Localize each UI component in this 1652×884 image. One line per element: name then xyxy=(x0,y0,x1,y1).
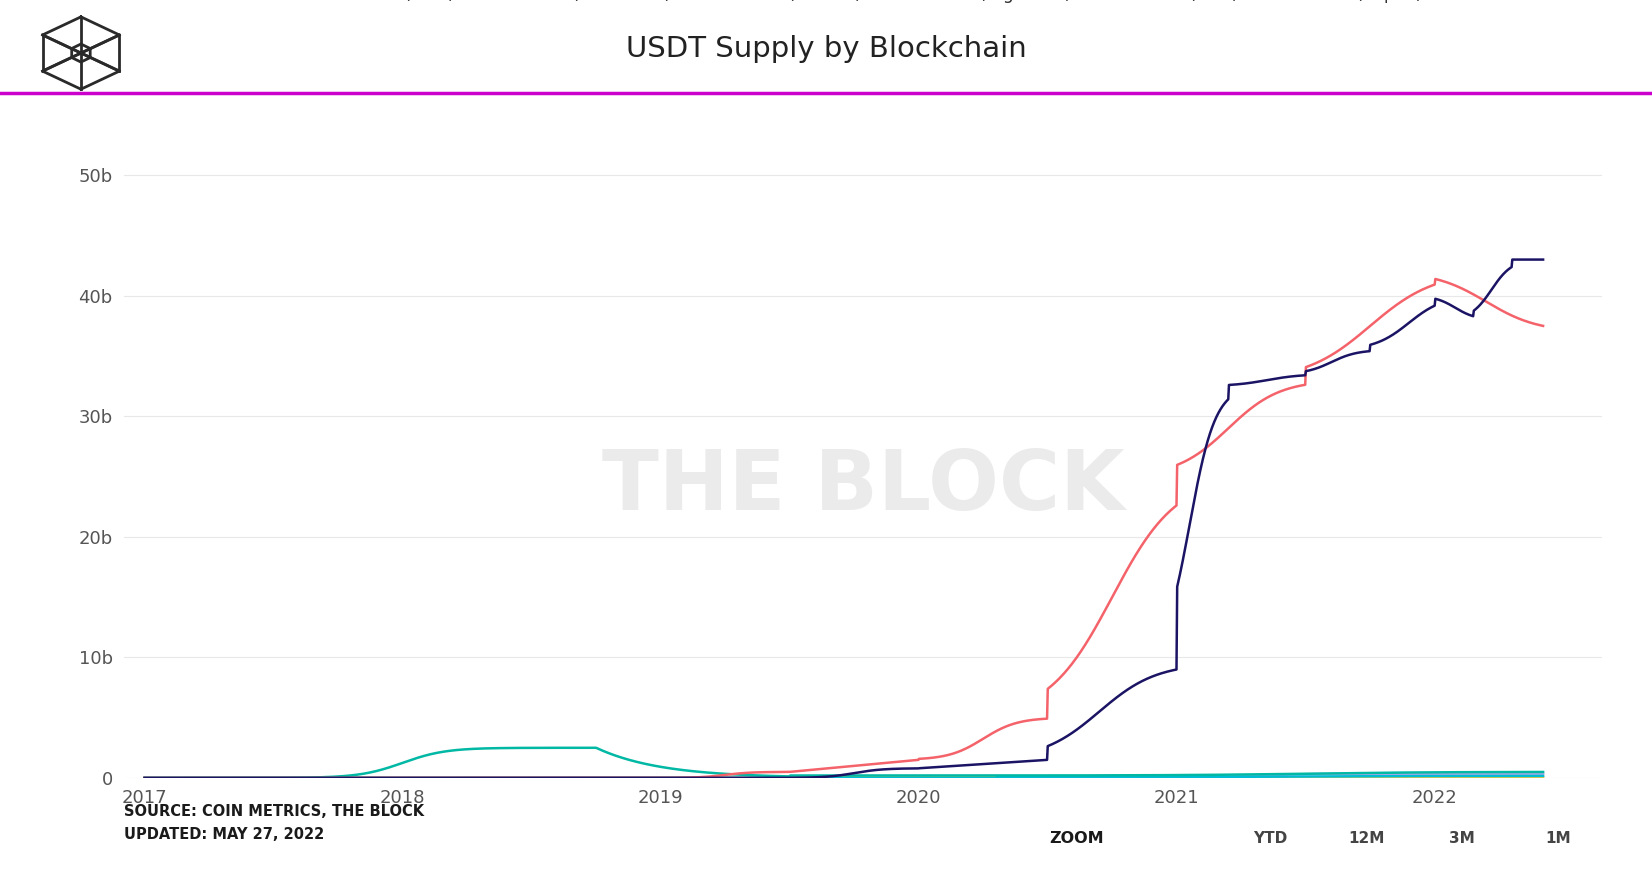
Text: ALL: ALL xyxy=(1160,831,1189,845)
Text: THE BLOCK: THE BLOCK xyxy=(601,446,1125,527)
Text: 12M: 12M xyxy=(1348,831,1384,845)
Text: 3M: 3M xyxy=(1449,831,1475,845)
Text: YTD: YTD xyxy=(1254,831,1287,845)
Legend: USDT (Tron), USDT (Ethereum), USDT (Bitcoin), USDT (Algorand), USDT (EOS), USDT : USDT (Tron), USDT (Ethereum), USDT (Bitc… xyxy=(297,0,1429,10)
Text: SOURCE: COIN METRICS, THE BLOCK
UPDATED: MAY 27, 2022: SOURCE: COIN METRICS, THE BLOCK UPDATED:… xyxy=(124,804,425,842)
Text: ZOOM: ZOOM xyxy=(1049,831,1104,845)
Text: 1M: 1M xyxy=(1545,831,1571,845)
Text: USDT Supply by Blockchain: USDT Supply by Blockchain xyxy=(626,34,1026,63)
